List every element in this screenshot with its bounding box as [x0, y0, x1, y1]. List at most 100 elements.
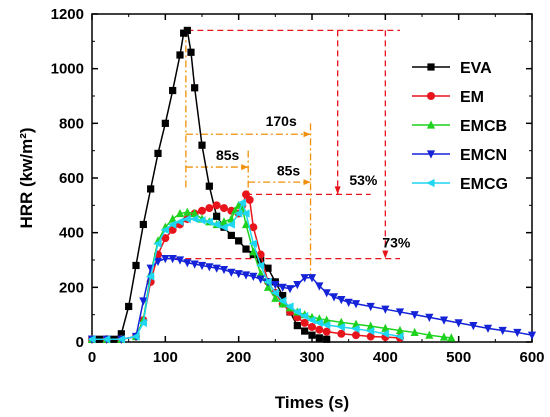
data-point: [439, 332, 449, 341]
data-point: [527, 331, 537, 340]
data-point: [187, 48, 195, 56]
series-emcn: [87, 255, 537, 344]
data-point: [138, 318, 147, 327]
annotation-label: 85s: [277, 162, 301, 178]
legend: EVA EM EMCB EMCN EMCG: [412, 60, 508, 193]
data-point: [204, 217, 213, 226]
data-point: [235, 237, 243, 245]
data-point: [337, 329, 346, 338]
data-point: [256, 261, 265, 270]
data-point: [219, 265, 229, 275]
interval-85b-arrow: [303, 179, 311, 186]
arrow-73: [382, 250, 389, 259]
data-point: [132, 261, 140, 270]
data-point: [395, 308, 405, 317]
data-point: [469, 322, 478, 331]
data-point: [270, 288, 279, 297]
legend-item-emcg: EMCG: [412, 176, 508, 193]
legend-marker: [426, 120, 436, 129]
data-point: [322, 327, 331, 336]
data-point: [300, 274, 309, 283]
annotation-label: 73%: [382, 235, 411, 251]
data-point: [323, 335, 331, 343]
legend-label: EMCN: [460, 147, 507, 164]
legend-label: EVA: [460, 60, 492, 77]
data-point: [300, 311, 309, 321]
data-point: [322, 289, 331, 298]
data-point: [293, 281, 302, 290]
data-point: [308, 322, 316, 331]
data-point: [169, 86, 177, 95]
y-tick-label: 800: [59, 115, 84, 132]
data-point: [168, 220, 177, 229]
data-point: [226, 220, 235, 229]
series-emcg: [87, 198, 404, 344]
data-point: [241, 219, 251, 229]
data-point: [220, 204, 228, 213]
data-point: [322, 315, 331, 324]
data-point: [425, 313, 434, 322]
data-point: [190, 214, 199, 224]
series-eva: [88, 26, 331, 343]
data-point: [285, 302, 294, 311]
data-point: [352, 331, 360, 340]
data-point: [264, 264, 272, 272]
data-point: [366, 326, 375, 336]
data-point: [513, 328, 522, 338]
y-tick-label: 0: [76, 334, 84, 351]
annotation-label: 85s: [216, 147, 240, 163]
data-point: [293, 322, 301, 330]
annotation-label: 53%: [349, 172, 378, 188]
data-point: [278, 283, 287, 292]
data-point: [366, 302, 375, 312]
data-point: [147, 185, 155, 193]
data-point: [161, 234, 170, 243]
y-axis-title: HRR (kw/m²): [17, 127, 36, 228]
data-point: [256, 275, 265, 284]
data-point: [160, 225, 169, 235]
data-point: [161, 119, 169, 127]
data-point: [168, 214, 177, 223]
legend-marker: [427, 63, 435, 71]
data-point: [483, 324, 493, 333]
data-point: [256, 250, 265, 259]
data-point: [213, 212, 221, 220]
data-point: [249, 272, 258, 281]
data-point: [381, 305, 390, 314]
legend-label: EMCG: [460, 176, 508, 193]
data-point: [198, 206, 206, 215]
y-tick-label: 1200: [51, 6, 84, 23]
data-point: [197, 261, 207, 271]
x-tick-label: 500: [446, 349, 471, 366]
x-tick-label: 600: [519, 349, 544, 366]
data-point: [395, 325, 405, 335]
data-point: [168, 225, 177, 234]
data-point: [161, 255, 170, 264]
interval-85a-arrow: [241, 164, 249, 171]
data-point: [257, 256, 265, 264]
data-point: [183, 207, 192, 216]
data-point: [176, 51, 184, 59]
legend-item-em: EM: [412, 89, 484, 106]
data-point: [498, 326, 507, 336]
data-point: [263, 282, 273, 291]
data-point: [237, 198, 246, 207]
data-point: [182, 214, 191, 224]
data-point: [139, 220, 147, 229]
x-tick-label: 0: [88, 349, 96, 366]
data-point: [366, 321, 375, 330]
data-point: [234, 209, 243, 218]
data-point: [279, 291, 287, 300]
data-point: [454, 319, 463, 328]
data-point: [351, 324, 360, 333]
data-point: [212, 201, 221, 210]
data-point: [183, 26, 191, 34]
data-point: [219, 217, 229, 226]
legend-item-emcb: EMCB: [412, 118, 507, 135]
data-point: [205, 204, 214, 213]
data-point: [154, 149, 162, 157]
legend-item-eva: EVA: [412, 60, 492, 77]
data-point: [153, 257, 163, 266]
y-tick-label: 1000: [51, 61, 84, 78]
y-tick-label: 200: [59, 279, 84, 296]
